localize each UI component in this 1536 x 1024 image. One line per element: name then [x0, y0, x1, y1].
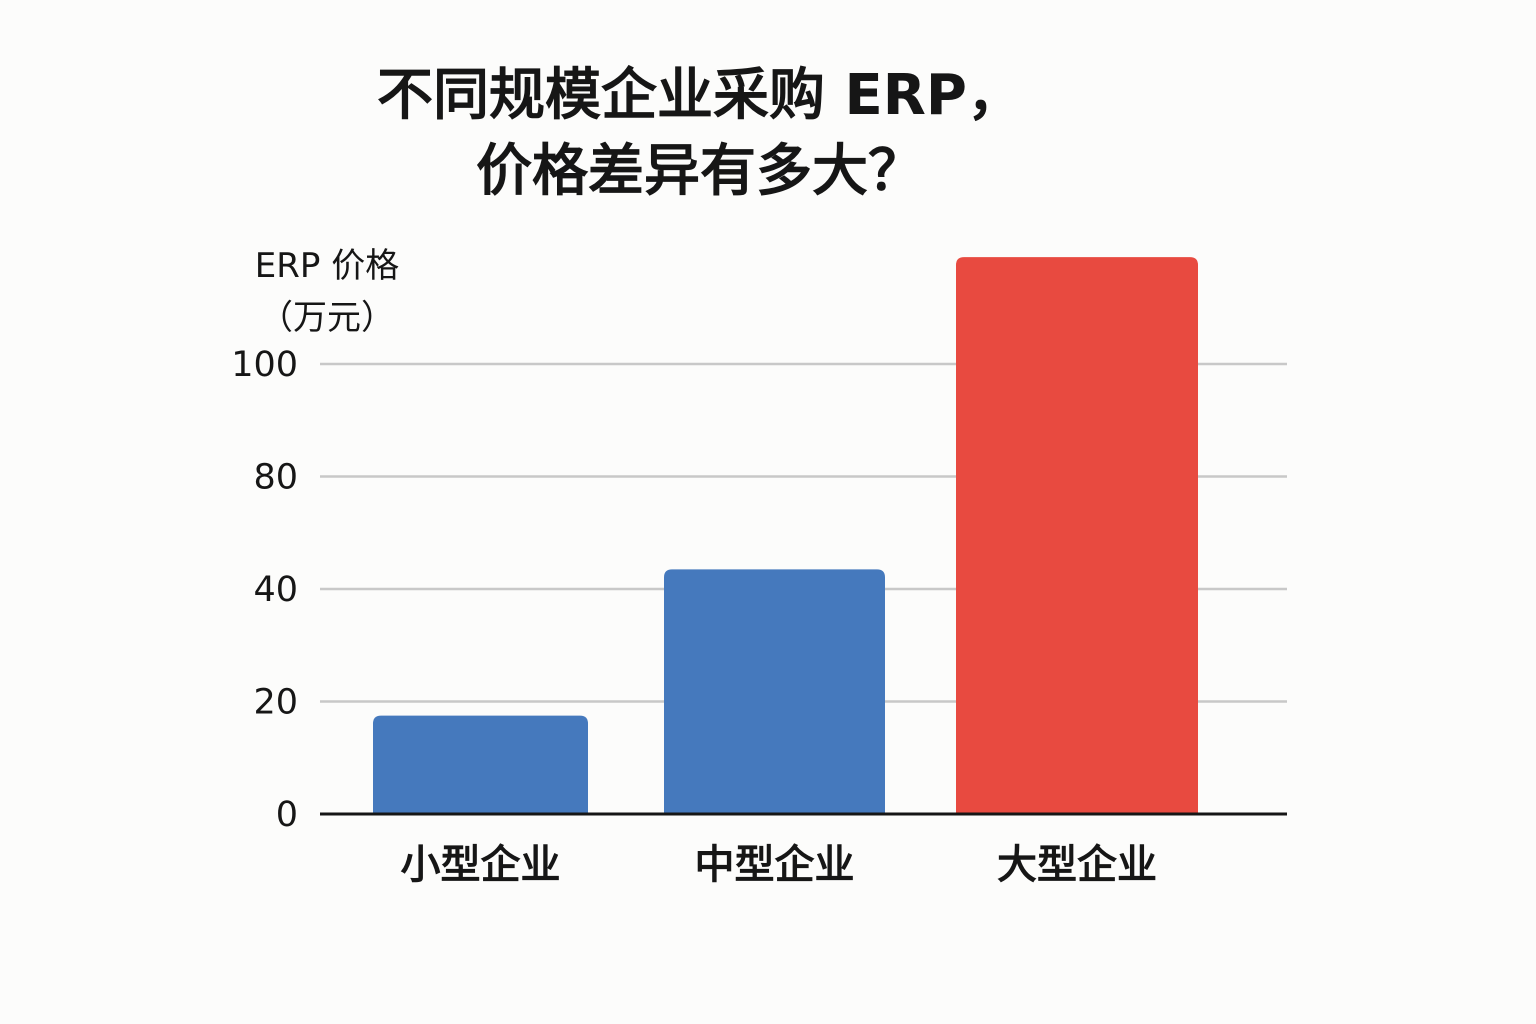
bars [373, 257, 1198, 814]
x-category-labels: 小型企业 中型企业 大型企业 [401, 842, 1158, 888]
y-tick-label: 20 [253, 683, 298, 723]
chart-title: 不同规模企业采购 ERP， 价格差异有多大？ [300, 58, 1100, 210]
y-tick-label: 100 [231, 345, 298, 385]
y-axis-label-line-2: （万元） [259, 298, 395, 338]
y-tick-label: 0 [276, 795, 298, 835]
x-category-label: 大型企业 [997, 842, 1157, 888]
y-tick-label: 40 [253, 570, 298, 610]
bar [956, 257, 1198, 814]
x-category-label: 中型企业 [695, 842, 855, 888]
x-category-label: 小型企业 [401, 842, 561, 888]
chart-title-line-2: 价格差异有多大？ [476, 139, 924, 204]
y-axis-label-line-1: ERP 价格 [254, 246, 400, 286]
chart-title-line-1: 不同规模企业采购 ERP， [377, 63, 1023, 128]
y-tick-labels: 0 20 40 80 100 [231, 345, 298, 835]
y-axis-label: ERP 价格 （万元） [222, 240, 432, 344]
bar [664, 569, 885, 814]
bar [373, 715, 588, 814]
y-tick-label: 80 [253, 458, 298, 498]
